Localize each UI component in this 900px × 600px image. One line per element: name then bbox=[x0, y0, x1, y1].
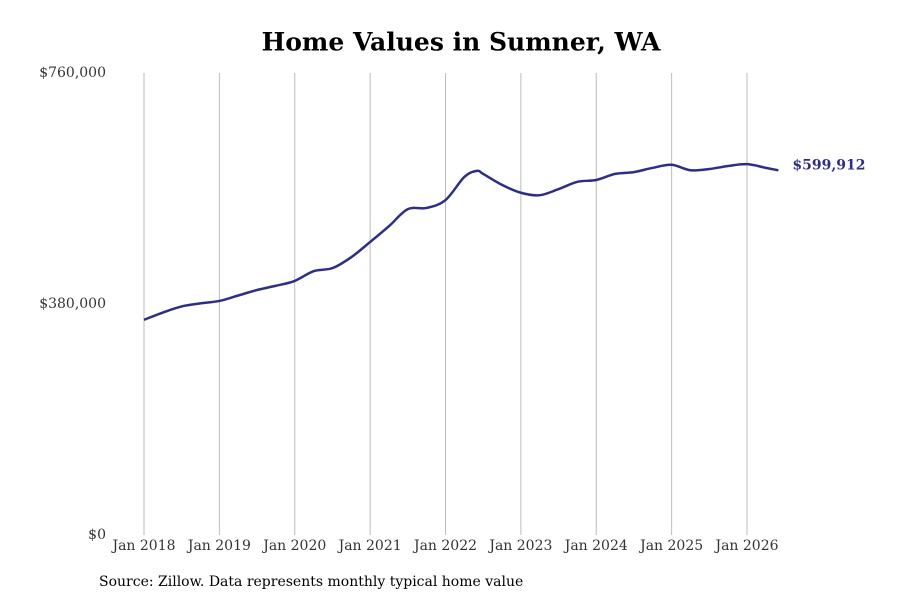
x-tick-label: Jan 2018 bbox=[110, 538, 175, 554]
x-tick-label: Jan 2021 bbox=[337, 538, 402, 554]
source-note: Source: Zillow. Data represents monthly … bbox=[99, 574, 523, 590]
y-tick-label: $380,000 bbox=[39, 296, 106, 312]
y-tick-label: $0 bbox=[88, 527, 106, 543]
chart-title: Home Values in Sumner, WA bbox=[262, 28, 661, 57]
x-tick-label: Jan 2019 bbox=[186, 538, 251, 554]
value-label: $599,912 bbox=[792, 157, 865, 173]
x-tick-label: Jan 2024 bbox=[563, 538, 628, 554]
x-tick-label: Jan 2023 bbox=[487, 538, 552, 554]
line-series bbox=[143, 162, 779, 321]
y-tick-label: $760,000 bbox=[39, 65, 106, 81]
x-tick-label: Jan 2026 bbox=[713, 538, 778, 554]
x-tick-label: Jan 2020 bbox=[261, 538, 326, 554]
x-tick-label: Jan 2025 bbox=[638, 538, 703, 554]
x-tick-label: Jan 2022 bbox=[412, 538, 477, 554]
